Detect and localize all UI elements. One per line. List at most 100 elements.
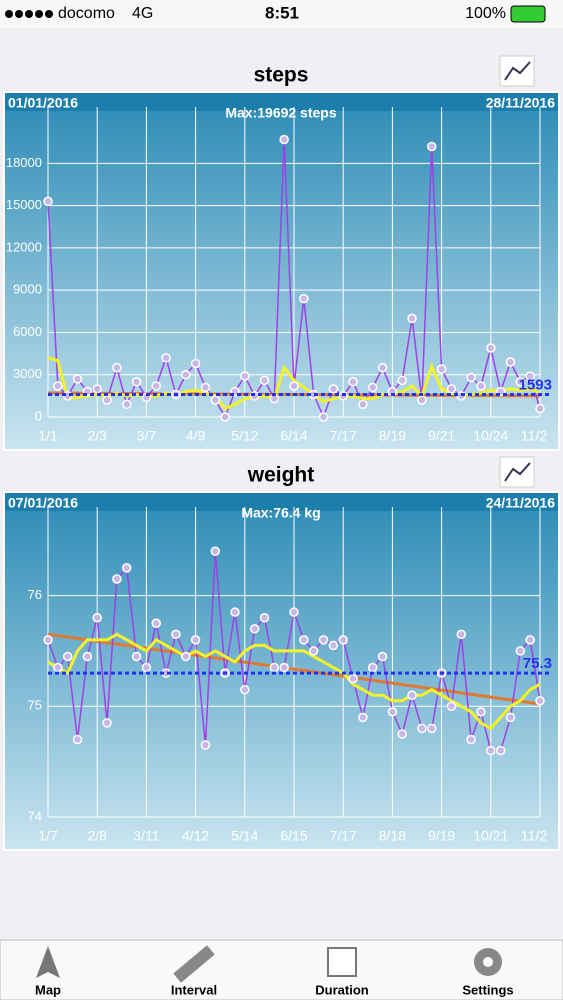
signal bbox=[5, 10, 53, 18]
y-tick-label: 74 bbox=[28, 808, 42, 823]
x-tick-label: 3/11 bbox=[133, 828, 159, 844]
x-tick-label: 1/7 bbox=[38, 828, 58, 844]
data-point bbox=[358, 399, 368, 410]
data-point bbox=[279, 134, 289, 145]
tab-bar bbox=[0, 939, 563, 1000]
data-point bbox=[289, 381, 299, 391]
data-point bbox=[279, 662, 289, 673]
data-point bbox=[535, 403, 545, 414]
data-point bbox=[535, 696, 545, 706]
time: 8:51 bbox=[265, 3, 299, 22]
chart-button[interactable] bbox=[499, 55, 535, 87]
x-tick-label: 5/14 bbox=[231, 828, 258, 844]
mean-label: 75.3 bbox=[523, 655, 552, 672]
data-point bbox=[240, 371, 250, 381]
tab-label[interactable]: Duration bbox=[315, 982, 369, 997]
data-point bbox=[240, 684, 250, 695]
x-tick-label: 6/15 bbox=[280, 828, 307, 844]
tab-icons bbox=[36, 945, 502, 983]
plot-header bbox=[5, 93, 558, 111]
data-point bbox=[43, 635, 53, 645]
data-point bbox=[367, 662, 378, 673]
data-point bbox=[112, 362, 122, 373]
x-tick-label: 10/24 bbox=[473, 428, 508, 444]
data-point bbox=[436, 364, 447, 374]
x-tick-label: 4/12 bbox=[182, 828, 209, 844]
data-point bbox=[151, 381, 161, 391]
x-tick-label: 6/14 bbox=[280, 428, 307, 444]
data-point bbox=[102, 718, 112, 728]
data-point bbox=[210, 546, 221, 557]
data-point bbox=[92, 612, 102, 623]
data-point bbox=[181, 651, 191, 662]
x-tick-label: 9/19 bbox=[428, 828, 455, 844]
data-point bbox=[427, 723, 437, 734]
data-point bbox=[62, 651, 73, 662]
y-tick-label: 76 bbox=[28, 587, 42, 602]
y-tick-label: 18000 bbox=[6, 155, 42, 170]
trend-line bbox=[47, 632, 541, 706]
tab-label[interactable]: Interval bbox=[171, 982, 217, 997]
x-tick-label: 8/19 bbox=[379, 428, 406, 444]
data-point bbox=[82, 651, 93, 662]
section-title: steps bbox=[254, 64, 309, 87]
battery-text: 100% bbox=[465, 5, 506, 22]
y-tick-label: 9000 bbox=[13, 282, 42, 297]
data-point bbox=[289, 607, 299, 617]
data-point bbox=[476, 381, 486, 391]
x-tick-label: 7/17 bbox=[330, 828, 357, 844]
data-point bbox=[358, 712, 368, 723]
data-point bbox=[417, 723, 427, 734]
data-point bbox=[486, 745, 496, 756]
data-point bbox=[515, 646, 526, 656]
data-point bbox=[53, 662, 63, 673]
data-point bbox=[466, 734, 476, 745]
y-tick-label: 15000 bbox=[6, 197, 42, 212]
data-point bbox=[466, 372, 476, 383]
data-point bbox=[515, 377, 526, 387]
tab-label[interactable]: Settings bbox=[462, 982, 513, 997]
x-tick-label: 3/7 bbox=[137, 428, 157, 444]
data-point bbox=[249, 624, 260, 634]
plot-header bbox=[5, 493, 558, 511]
data-point bbox=[505, 712, 516, 723]
data-point bbox=[328, 640, 339, 651]
data-point bbox=[338, 635, 348, 645]
data-point bbox=[190, 635, 201, 645]
data-point bbox=[377, 651, 388, 662]
data-point bbox=[476, 707, 486, 717]
tab-label[interactable]: Map bbox=[35, 982, 61, 997]
data-point bbox=[131, 377, 142, 387]
y-tick-label: 0 bbox=[35, 408, 42, 423]
data-point bbox=[446, 701, 457, 712]
chart-button[interactable] bbox=[499, 456, 535, 488]
x-tick-label: 9/21 bbox=[428, 428, 455, 444]
x-tick-label: 11/2 bbox=[521, 428, 547, 444]
data-point bbox=[43, 196, 53, 207]
end-date: 28/11/2016 bbox=[486, 95, 556, 111]
data-point bbox=[377, 362, 388, 373]
data-point bbox=[407, 313, 417, 324]
data-point bbox=[200, 740, 211, 750]
data-point bbox=[102, 395, 112, 405]
x-tick-label: 4/9 bbox=[186, 428, 206, 444]
x-tick-label: 1/1 bbox=[38, 428, 58, 444]
data-point bbox=[151, 618, 161, 628]
data-point bbox=[72, 374, 83, 384]
section-title: weight bbox=[247, 464, 315, 487]
data-point bbox=[112, 574, 122, 584]
x-tick-label: 2/8 bbox=[87, 828, 107, 844]
data-point bbox=[53, 381, 63, 391]
data-point bbox=[259, 612, 270, 623]
network: 4G bbox=[132, 5, 153, 22]
data-point bbox=[328, 384, 339, 394]
data-point bbox=[200, 382, 211, 393]
data-point bbox=[387, 707, 398, 717]
data-point bbox=[495, 745, 506, 756]
y-tick-label: 12000 bbox=[6, 239, 42, 254]
data-point bbox=[131, 651, 142, 662]
data-point bbox=[299, 293, 309, 304]
data-point bbox=[446, 384, 457, 394]
data-point bbox=[171, 629, 181, 640]
